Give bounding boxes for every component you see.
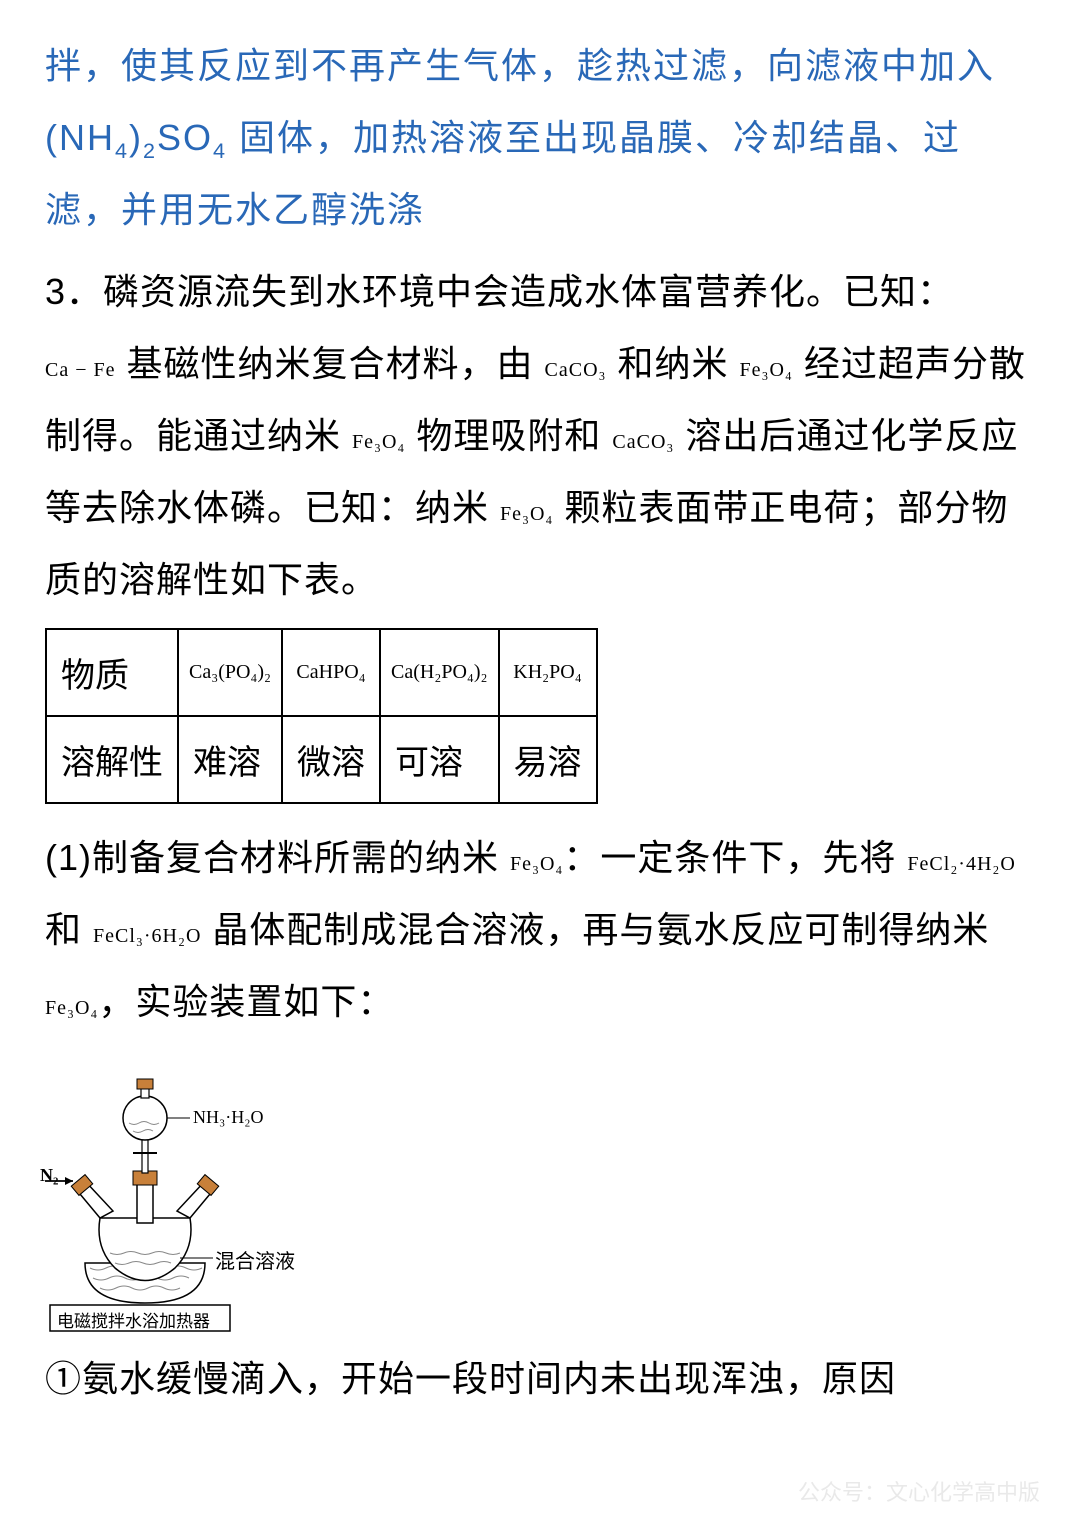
f-cafe: Ca − Fe (45, 359, 116, 381)
sq1-fecl2: FeCl₂·4H₂O (907, 853, 1015, 875)
solubility-table: 物质 Ca₃(PO₄)₂ CaHPO₄ Ca(H₂PO₄)₂ KH₂PO₄ 溶解… (45, 628, 598, 804)
th-c3: Ca(H₂PO₄)₂ (380, 629, 498, 716)
q3-e: 物理吸附和 (405, 415, 612, 456)
sq1-d: 晶体配制成混合溶液，再与氨水反应可制得纳米 (201, 909, 989, 950)
sq1-c: 和 (45, 909, 93, 950)
answer-paragraph: 拌，使其反应到不再产生气体，趁热过滤，向滤液中加入(NH4)2SO4 固体，加热… (45, 30, 1035, 246)
heater-label: 电磁搅拌水浴加热器 (57, 1307, 210, 1332)
mixture-label: 混合溶液 (215, 1245, 295, 1274)
subq1-1: ①氨水缓慢滴入，开始一段时间内未出现浑浊，原因 (45, 1343, 1035, 1415)
apparatus-svg (45, 1053, 325, 1333)
sq1-fecl3: FeCl₃·6H₂O (93, 925, 201, 947)
n2-arrow (65, 1177, 73, 1185)
q3-intro: 3．磷资源流失到水环境中会造成水体富营养化。已知： Ca − Fe 基磁性纳米复… (45, 256, 1035, 616)
ans-sub1: 4 (115, 138, 129, 163)
n2-label: N₂ (40, 1165, 58, 1186)
sq1-fe3o4-1: Fe₃O₄ (510, 853, 563, 875)
sq1-a: (1)制备复合材料所需的纳米 (45, 837, 510, 878)
f-fe3o4-3: Fe₃O₄ (500, 503, 553, 525)
th-c2: CaHPO₄ (282, 629, 380, 716)
ans-sub3: 4 (213, 138, 227, 163)
center-neck (137, 1183, 153, 1223)
ans-sub2: 2 (143, 138, 157, 163)
funnel-stem (142, 1138, 148, 1173)
subq1: (1)制备复合材料所需的纳米 Fe₃O₄：一定条件下，先将 FeCl₂·4H₂O… (45, 822, 1035, 1038)
ans-p2: ) (129, 117, 143, 158)
apparatus-diagram: N₂ NH₃·H₂O 混合溶液 电磁搅拌水浴加热器 (45, 1053, 325, 1333)
td-r3: 可溶 (380, 716, 498, 803)
watermark: 公众号：文心化学高中版 (798, 1475, 1040, 1507)
f-caco3-1: CaCO₃ (545, 359, 607, 381)
nh3-label: NH₃·H₂O (193, 1107, 264, 1128)
q3-c: 和纳米 (607, 343, 740, 384)
th-substance: 物质 (46, 629, 178, 716)
td-r2: 微溶 (282, 716, 380, 803)
th-c1: Ca₃(PO₄)₂ (178, 629, 282, 716)
ans-p3: SO (157, 117, 213, 158)
sq1-b: ：一定条件下，先将 (563, 837, 907, 878)
td-r4: 易溶 (499, 716, 597, 803)
f-fe3o4-2: Fe₃O₄ (352, 431, 405, 453)
th-c4: KH₂PO₄ (499, 629, 597, 716)
q3-a: 3．磷资源流失到水环境中会造成水体富营养化。已知： (45, 271, 954, 312)
funnel-top-stopper (137, 1079, 153, 1089)
sq1-fe3o4-2: Fe₃O₄ (45, 997, 98, 1019)
td-solubility: 溶解性 (46, 716, 178, 803)
table-row: 物质 Ca₃(PO₄)₂ CaHPO₄ Ca(H₂PO₄)₂ KH₂PO₄ (46, 629, 597, 716)
sq1-e: ，实验装置如下： (98, 981, 394, 1022)
table-row: 溶解性 难溶 微溶 可溶 易溶 (46, 716, 597, 803)
funnel-bulb (123, 1096, 167, 1140)
td-r1: 难溶 (178, 716, 282, 803)
q3-b: 基磁性纳米复合材料，由 (116, 343, 545, 384)
f-caco3-2: CaCO₃ (612, 431, 674, 453)
f-fe3o4-1: Fe₃O₄ (740, 359, 793, 381)
